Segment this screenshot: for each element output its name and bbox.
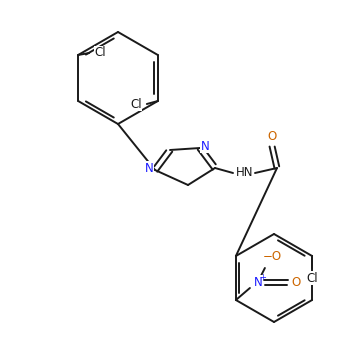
Text: N: N — [145, 162, 153, 174]
Text: +: + — [260, 273, 266, 281]
Text: Cl: Cl — [130, 98, 142, 111]
Text: HN: HN — [236, 166, 254, 179]
Text: O: O — [291, 276, 300, 289]
Text: Cl: Cl — [306, 272, 318, 285]
Text: N: N — [253, 276, 262, 289]
Text: Cl: Cl — [95, 47, 106, 59]
Text: O: O — [267, 131, 277, 143]
Text: −O: −O — [262, 250, 281, 264]
Text: N: N — [200, 139, 209, 153]
